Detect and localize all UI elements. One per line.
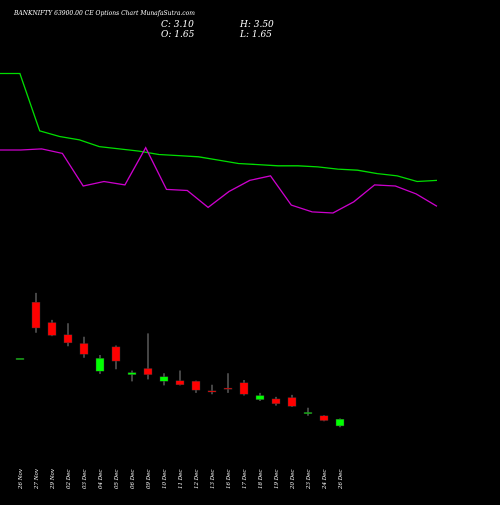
- candle: [15, 358, 25, 360]
- candle-body: [175, 380, 185, 385]
- x-tick-label: 03 Dec: [82, 470, 88, 490]
- candle-body: [207, 390, 217, 393]
- candle: [175, 370, 185, 386]
- candle-body: [47, 322, 57, 336]
- x-tick-label: 16 Dec: [226, 470, 232, 490]
- x-tick-label: 24 Dec: [322, 470, 328, 491]
- x-tick-label: 05 Dec: [114, 470, 120, 490]
- candle-body: [79, 343, 89, 355]
- candle: [255, 392, 265, 401]
- candle: [47, 319, 57, 337]
- open-price-label: O: 1.65: [161, 30, 195, 40]
- candle-body: [15, 358, 25, 360]
- x-tick-label: 20 Dec: [290, 470, 296, 491]
- candle: [223, 373, 233, 393]
- moving-average-slow-line: [0, 72, 438, 183]
- x-tick-label: 23 Dec: [306, 470, 312, 491]
- close-price-label: C: 3.10: [161, 20, 194, 30]
- candle: [335, 418, 345, 428]
- candle: [63, 323, 73, 347]
- candle-body: [95, 358, 105, 372]
- candle: [207, 384, 217, 395]
- candle-body: [303, 412, 313, 414]
- candle-body: [31, 302, 41, 329]
- x-tick-label: 29 Nov: [50, 468, 56, 490]
- candle: [271, 396, 281, 406]
- candle-body: [271, 398, 281, 404]
- x-tick-label: 27 Nov: [34, 468, 40, 490]
- high-price-label: H: 3.50: [239, 20, 274, 30]
- x-tick-label: 09 Dec: [146, 470, 152, 490]
- x-tick-label: 18 Dec: [258, 470, 264, 490]
- candle-body: [335, 418, 345, 427]
- candle-body: [127, 372, 137, 375]
- low-price-label: L: 1.65: [239, 30, 272, 40]
- candle-body: [223, 387, 233, 390]
- x-tick-label: 13 Dec: [210, 470, 216, 490]
- candle: [111, 345, 121, 370]
- candle: [127, 370, 137, 382]
- x-tick-label: 12 Dec: [194, 470, 200, 490]
- chart-title: BANKNIFTY 63900.00 CE Options Chart Muna…: [13, 10, 195, 17]
- candle: [143, 333, 153, 380]
- candle-body: [255, 395, 265, 400]
- x-tick-label: 19 Dec: [274, 470, 280, 490]
- candle-body: [63, 334, 73, 344]
- candle: [31, 292, 41, 333]
- x-tick-label: 02 Dec: [66, 470, 72, 490]
- candles-layer: [15, 292, 345, 428]
- candle: [191, 380, 201, 393]
- candle-body: [319, 415, 329, 421]
- candle-body: [159, 376, 169, 382]
- x-tick-label: 06 Dec: [130, 470, 136, 490]
- candle: [79, 336, 89, 358]
- moving-average-layer: [0, 72, 438, 214]
- candle: [239, 380, 249, 396]
- candle-body: [111, 346, 121, 362]
- x-tick-label: 26 Dec: [338, 470, 344, 491]
- candle-body: [287, 397, 297, 407]
- x-tick-label: 17 Dec: [242, 470, 248, 490]
- candle: [159, 373, 169, 386]
- x-tick-label: 11 Dec: [178, 470, 184, 490]
- candle: [287, 394, 297, 408]
- candle: [319, 415, 329, 422]
- candle: [303, 407, 313, 416]
- moving-average-fast-line: [0, 146, 438, 214]
- x-axis-labels: 26 Nov 27 Nov 29 Nov 02 Dec 03 Dec 04 Dec 05 D…: [18, 468, 344, 490]
- x-tick-label: 26 Nov: [18, 468, 24, 490]
- candle-body: [191, 381, 201, 391]
- candle-body: [239, 382, 249, 395]
- candle: [95, 355, 105, 374]
- candle-body: [143, 368, 153, 375]
- x-tick-label: 10 Dec: [162, 470, 168, 490]
- x-tick-label: 04 Dec: [98, 470, 104, 490]
